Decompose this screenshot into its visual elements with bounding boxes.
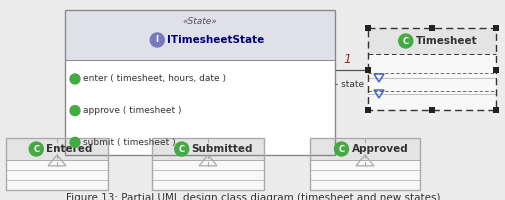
Text: I: I — [156, 36, 159, 45]
Bar — [6, 160, 108, 190]
Text: Approved: Approved — [351, 144, 408, 154]
Bar — [428, 25, 434, 31]
Circle shape — [70, 106, 80, 116]
Circle shape — [150, 33, 164, 47]
Circle shape — [70, 137, 80, 147]
Circle shape — [334, 142, 348, 156]
Bar — [152, 160, 264, 190]
Bar — [65, 10, 334, 155]
Text: - state: - state — [334, 80, 363, 89]
Text: Entered: Entered — [46, 144, 92, 154]
Bar — [492, 67, 498, 73]
Text: «State»: «State» — [182, 17, 217, 26]
Circle shape — [70, 74, 80, 84]
Text: 1: 1 — [342, 53, 350, 66]
Text: C: C — [33, 144, 39, 154]
Text: approve ( timesheet ): approve ( timesheet ) — [83, 106, 181, 115]
Bar — [367, 54, 495, 110]
Bar — [6, 138, 108, 160]
Bar — [152, 138, 264, 160]
Text: C: C — [178, 144, 184, 154]
Text: Timesheet: Timesheet — [415, 36, 476, 46]
Text: Submitted: Submitted — [191, 144, 252, 154]
Bar — [310, 138, 419, 190]
Circle shape — [174, 142, 188, 156]
Text: C: C — [402, 36, 408, 46]
Bar — [364, 25, 370, 31]
Bar — [310, 138, 419, 160]
Bar — [310, 160, 419, 190]
Text: ITimesheetState: ITimesheetState — [167, 35, 264, 45]
Bar — [367, 28, 495, 54]
Bar — [152, 138, 264, 190]
Bar — [428, 107, 434, 113]
Text: Figure 13: Partial UML design class diagram (timesheet and new states): Figure 13: Partial UML design class diag… — [66, 193, 439, 200]
Bar — [364, 107, 370, 113]
Circle shape — [398, 34, 412, 48]
Circle shape — [29, 142, 43, 156]
Bar — [492, 25, 498, 31]
Text: C: C — [338, 144, 344, 154]
Bar — [367, 28, 495, 110]
Bar — [6, 138, 108, 190]
Bar — [65, 60, 334, 155]
Bar — [492, 107, 498, 113]
Text: submit ( timesheet ): submit ( timesheet ) — [83, 138, 175, 147]
Text: enter ( timesheet, hours, date ): enter ( timesheet, hours, date ) — [83, 74, 226, 84]
Bar — [65, 10, 334, 60]
Bar — [364, 67, 370, 73]
